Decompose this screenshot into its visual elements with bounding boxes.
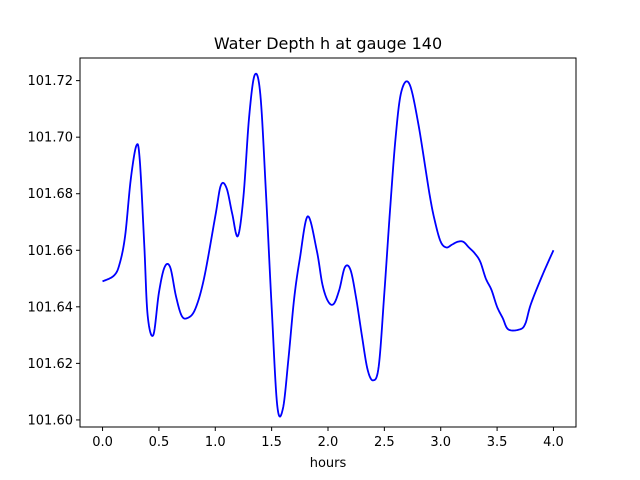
x-tick-label: 0.5: [149, 435, 170, 450]
y-tick-label: 101.72: [28, 74, 74, 89]
x-axis-label: hours: [310, 456, 347, 471]
x-tick-label: 1.5: [261, 435, 282, 450]
x-tick-label: 3.5: [487, 435, 508, 450]
y-tick-label: 101.64: [28, 300, 74, 315]
y-tick-label: 101.70: [28, 131, 74, 146]
x-tick-label: 4.0: [543, 435, 564, 450]
x-tick-label: 0.0: [92, 435, 113, 450]
x-tick-label: 1.0: [205, 435, 226, 450]
x-tick-label: 3.0: [430, 435, 451, 450]
y-axis: 101.60 101.62 101.64 101.66 101.68 101.70 101.…: [28, 74, 80, 428]
x-tick-label: 2.5: [374, 435, 395, 450]
y-tick-label: 101.62: [28, 357, 74, 372]
plot-frame: [79, 57, 577, 428]
y-tick-label: 101.60: [28, 413, 74, 428]
y-tick-label: 101.66: [28, 244, 74, 259]
y-tick-label: 101.68: [28, 187, 74, 202]
series-line: [102, 72, 555, 418]
x-tick-label: 2.0: [318, 435, 339, 450]
chart-title: Water Depth h at gauge 140: [214, 34, 442, 53]
x-axis: 0.0 0.5 1.0 1.5 2.0 2.5 3.0 3.5 4.0: [92, 427, 564, 450]
